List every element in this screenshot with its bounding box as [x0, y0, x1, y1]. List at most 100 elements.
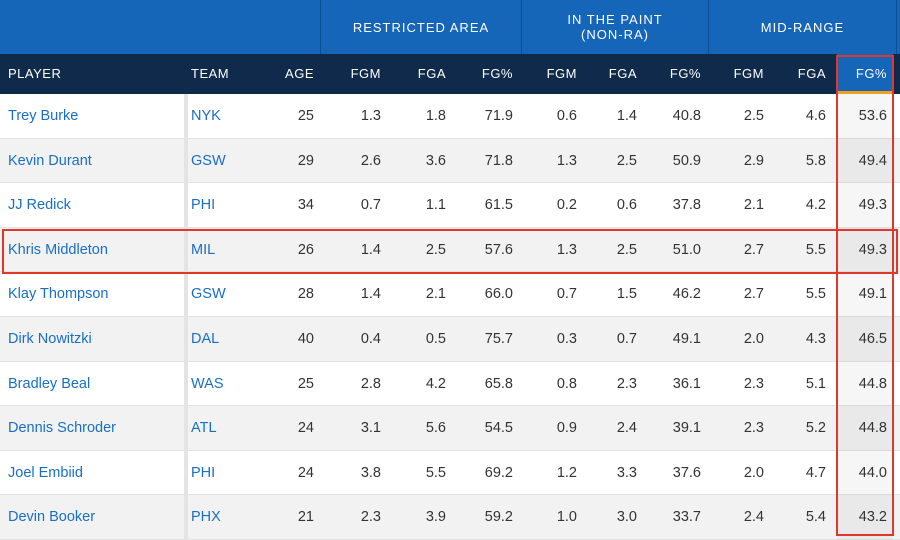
player-name-link[interactable]: Kevin Durant [8, 152, 92, 169]
paint-fg-pct-cell: 36.1 [672, 375, 701, 392]
column-header-player[interactable]: PLAYER [8, 66, 62, 81]
ra-fgm-cell: 2.3 [360, 509, 381, 526]
paint-fg-pct-cell: 50.9 [672, 152, 701, 169]
paint-fgm-cell: 1.2 [556, 464, 577, 481]
paint-fga-cell: 0.7 [616, 330, 637, 347]
mid-fg-pct-cell: 53.6 [837, 94, 893, 139]
ra-fgm-cell: 1.3 [360, 108, 381, 124]
mid-fg-pct-cell: 49.1 [837, 272, 893, 317]
column-header-row: PLAYER TEAM AGE FGM FGA FG% FGM FGA FG% … [0, 54, 900, 94]
ra-fg-pct-cell: 66.0 [484, 286, 513, 303]
ra-fga-cell: 3.9 [425, 509, 446, 526]
player-name-link[interactable]: Klay Thompson [8, 286, 109, 303]
mid-fgm-cell: 2.1 [743, 197, 764, 214]
paint-fgm-cell: 1.0 [556, 509, 577, 526]
column-header-ra-fgm[interactable]: FGM [350, 66, 381, 81]
team-link[interactable]: MIL [191, 241, 216, 258]
player-name-link[interactable]: Joel Embiid [8, 464, 83, 481]
ra-fgm-cell: 1.4 [360, 241, 381, 258]
team-link[interactable]: PHI [191, 464, 216, 481]
column-header-team[interactable]: TEAM [191, 66, 230, 81]
ra-fgm-cell: 2.8 [360, 375, 381, 392]
team-link[interactable]: WAS [191, 375, 224, 392]
column-header-paint-fga[interactable]: FGA [608, 66, 637, 81]
age-cell: 24 [297, 464, 314, 481]
column-header-mid-fg-pct-sorted[interactable]: FG% [837, 54, 893, 94]
column-group-header: RESTRICTED AREA IN THE PAINT (NON-RA) MI… [0, 0, 900, 54]
mid-fgm-cell: 2.0 [743, 464, 764, 481]
player-column-divider [184, 94, 188, 540]
ra-fga-cell: 0.5 [425, 330, 446, 347]
paint-fgm-cell: 0.6 [556, 108, 577, 124]
player-name-link[interactable]: Khris Middleton [8, 241, 108, 258]
paint-fg-pct-cell: 37.6 [672, 464, 701, 481]
mid-fgm-cell: 2.7 [743, 241, 764, 258]
ra-fgm-cell: 2.6 [360, 152, 381, 169]
ra-fg-pct-cell: 54.5 [484, 420, 513, 437]
paint-fgm-cell: 1.3 [556, 241, 577, 258]
paint-fga-cell: 1.5 [616, 286, 637, 303]
age-cell: 29 [297, 152, 314, 169]
ra-fg-pct-cell: 71.9 [484, 108, 513, 124]
paint-fgm-cell: 0.2 [556, 197, 577, 214]
player-name-link[interactable]: JJ Redick [8, 197, 71, 214]
mid-fg-pct-cell: 49.3 [837, 183, 893, 228]
stats-table-body: Trey Burke NYK 25 1.3 1.8 71.9 0.6 1.4 40.8 2.5 4.… [0, 94, 900, 540]
column-header-ra-fg-pct[interactable]: FG% [481, 66, 513, 81]
age-cell: 40 [297, 330, 314, 347]
team-link[interactable]: GSW [191, 152, 226, 169]
mid-fgm-cell: 2.3 [743, 420, 764, 437]
mid-fgm-cell: 2.9 [743, 152, 764, 169]
column-header-mid-fga[interactable]: FGA [797, 66, 826, 81]
ra-fg-pct-cell: 69.2 [484, 464, 513, 481]
ra-fga-cell: 5.5 [425, 464, 446, 481]
table-row: Devin Booker PHX 21 2.3 3.9 59.2 1.0 3.0 33.7 2.4… [0, 495, 900, 540]
mid-fga-cell: 4.7 [805, 464, 826, 481]
paint-fga-cell: 2.5 [616, 152, 637, 169]
column-header-ra-fga[interactable]: FGA [417, 66, 446, 81]
team-link[interactable]: NYK [191, 108, 221, 124]
team-link[interactable]: ATL [191, 420, 217, 437]
ra-fga-cell: 4.2 [425, 375, 446, 392]
player-name-link[interactable]: Dennis Schroder [8, 420, 116, 437]
ra-fga-cell: 5.6 [425, 420, 446, 437]
ra-fgm-cell: 3.1 [360, 420, 381, 437]
player-name-link[interactable]: Bradley Beal [8, 375, 91, 392]
mid-fg-pct-cell: 43.2 [837, 495, 893, 540]
column-header-mid-fgm[interactable]: FGM [733, 66, 764, 81]
paint-fga-cell: 2.4 [616, 420, 637, 437]
team-link[interactable]: PHX [191, 509, 221, 526]
ra-fga-cell: 3.6 [425, 152, 446, 169]
paint-fg-pct-cell: 33.7 [672, 509, 701, 526]
paint-fg-pct-cell: 49.1 [672, 330, 701, 347]
mid-fgm-cell: 2.0 [743, 330, 764, 347]
table-row: Kevin Durant GSW 29 2.6 3.6 71.8 1.3 2.5 50.9 2.9… [0, 138, 900, 184]
player-name-link[interactable]: Trey Burke [8, 108, 79, 124]
team-link[interactable]: PHI [191, 197, 216, 214]
mid-fga-cell: 4.3 [805, 330, 826, 347]
column-header-paint-fgm[interactable]: FGM [546, 66, 577, 81]
paint-fga-cell: 1.4 [616, 108, 637, 124]
age-cell: 21 [297, 509, 314, 526]
mid-fg-pct-cell: 46.5 [837, 317, 893, 362]
paint-fga-cell: 2.3 [616, 375, 637, 392]
paint-fgm-cell: 0.3 [556, 330, 577, 347]
age-cell: 28 [297, 286, 314, 303]
paint-fgm-cell: 1.3 [556, 152, 577, 169]
ra-fga-cell: 2.5 [425, 241, 446, 258]
player-name-link[interactable]: Dirk Nowitzki [8, 330, 92, 347]
paint-fg-pct-cell: 39.1 [672, 420, 701, 437]
paint-fg-pct-cell: 51.0 [672, 241, 701, 258]
team-link[interactable]: GSW [191, 286, 226, 303]
ra-fgm-cell: 0.4 [360, 330, 381, 347]
mid-fgm-cell: 2.5 [743, 108, 764, 124]
mid-fga-cell: 5.5 [805, 241, 826, 258]
mid-fg-pct-cell: 44.8 [837, 406, 893, 451]
ra-fg-pct-cell: 71.8 [484, 152, 513, 169]
column-header-age[interactable]: AGE [285, 66, 314, 81]
team-link[interactable]: DAL [191, 330, 220, 347]
player-name-link[interactable]: Devin Booker [8, 509, 96, 526]
column-header-paint-fg-pct[interactable]: FG% [669, 66, 701, 81]
mid-fg-pct-cell: 49.3 [837, 228, 893, 273]
ra-fga-cell: 2.1 [425, 286, 446, 303]
